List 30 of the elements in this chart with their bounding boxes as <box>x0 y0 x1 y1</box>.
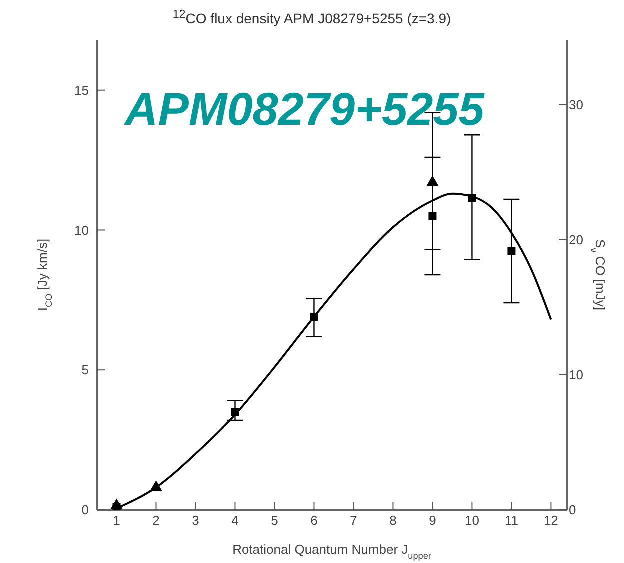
y2-tick-label: 10 <box>569 368 584 383</box>
x-tick-label: 1 <box>113 513 120 528</box>
x-tick-label: 11 <box>504 513 518 528</box>
point <box>428 212 437 220</box>
y2-tick-label: 20 <box>569 232 584 248</box>
y-tick-label: 15 <box>74 82 89 98</box>
x-tick-label: 12 <box>544 513 558 528</box>
x-tick-label: 5 <box>271 513 278 528</box>
x-tick-label: 9 <box>429 513 436 528</box>
point <box>468 194 476 202</box>
annotation: APM08279+5255 <box>125 82 484 136</box>
point <box>508 247 516 256</box>
x-tick-label: 7 <box>350 513 358 528</box>
x-tick-label: 3 <box>192 513 200 528</box>
point <box>310 312 318 321</box>
x-tick-label: 6 <box>310 513 318 528</box>
x-tick-label: 10 <box>464 513 480 528</box>
y2-tick-label: 0 <box>569 502 576 518</box>
point <box>150 480 162 492</box>
x-tick-label: 8 <box>390 513 397 528</box>
x-tick-label: 2 <box>152 513 160 528</box>
point <box>110 498 123 510</box>
y2-tick-label: 30 <box>569 97 584 112</box>
point <box>231 408 240 416</box>
y-tick-label: 0 <box>82 502 89 518</box>
y-tick-label: 10 <box>74 222 89 238</box>
chart-title: $^{12}$CO flux density APM J08279+5255 (z=3.9) <box>172 8 452 29</box>
x-axis-title: Rotational Quantum Number J$_{upper}$ <box>232 542 432 561</box>
y-tick-label: 5 <box>82 362 89 378</box>
x-tick-label: 4 <box>232 513 239 528</box>
